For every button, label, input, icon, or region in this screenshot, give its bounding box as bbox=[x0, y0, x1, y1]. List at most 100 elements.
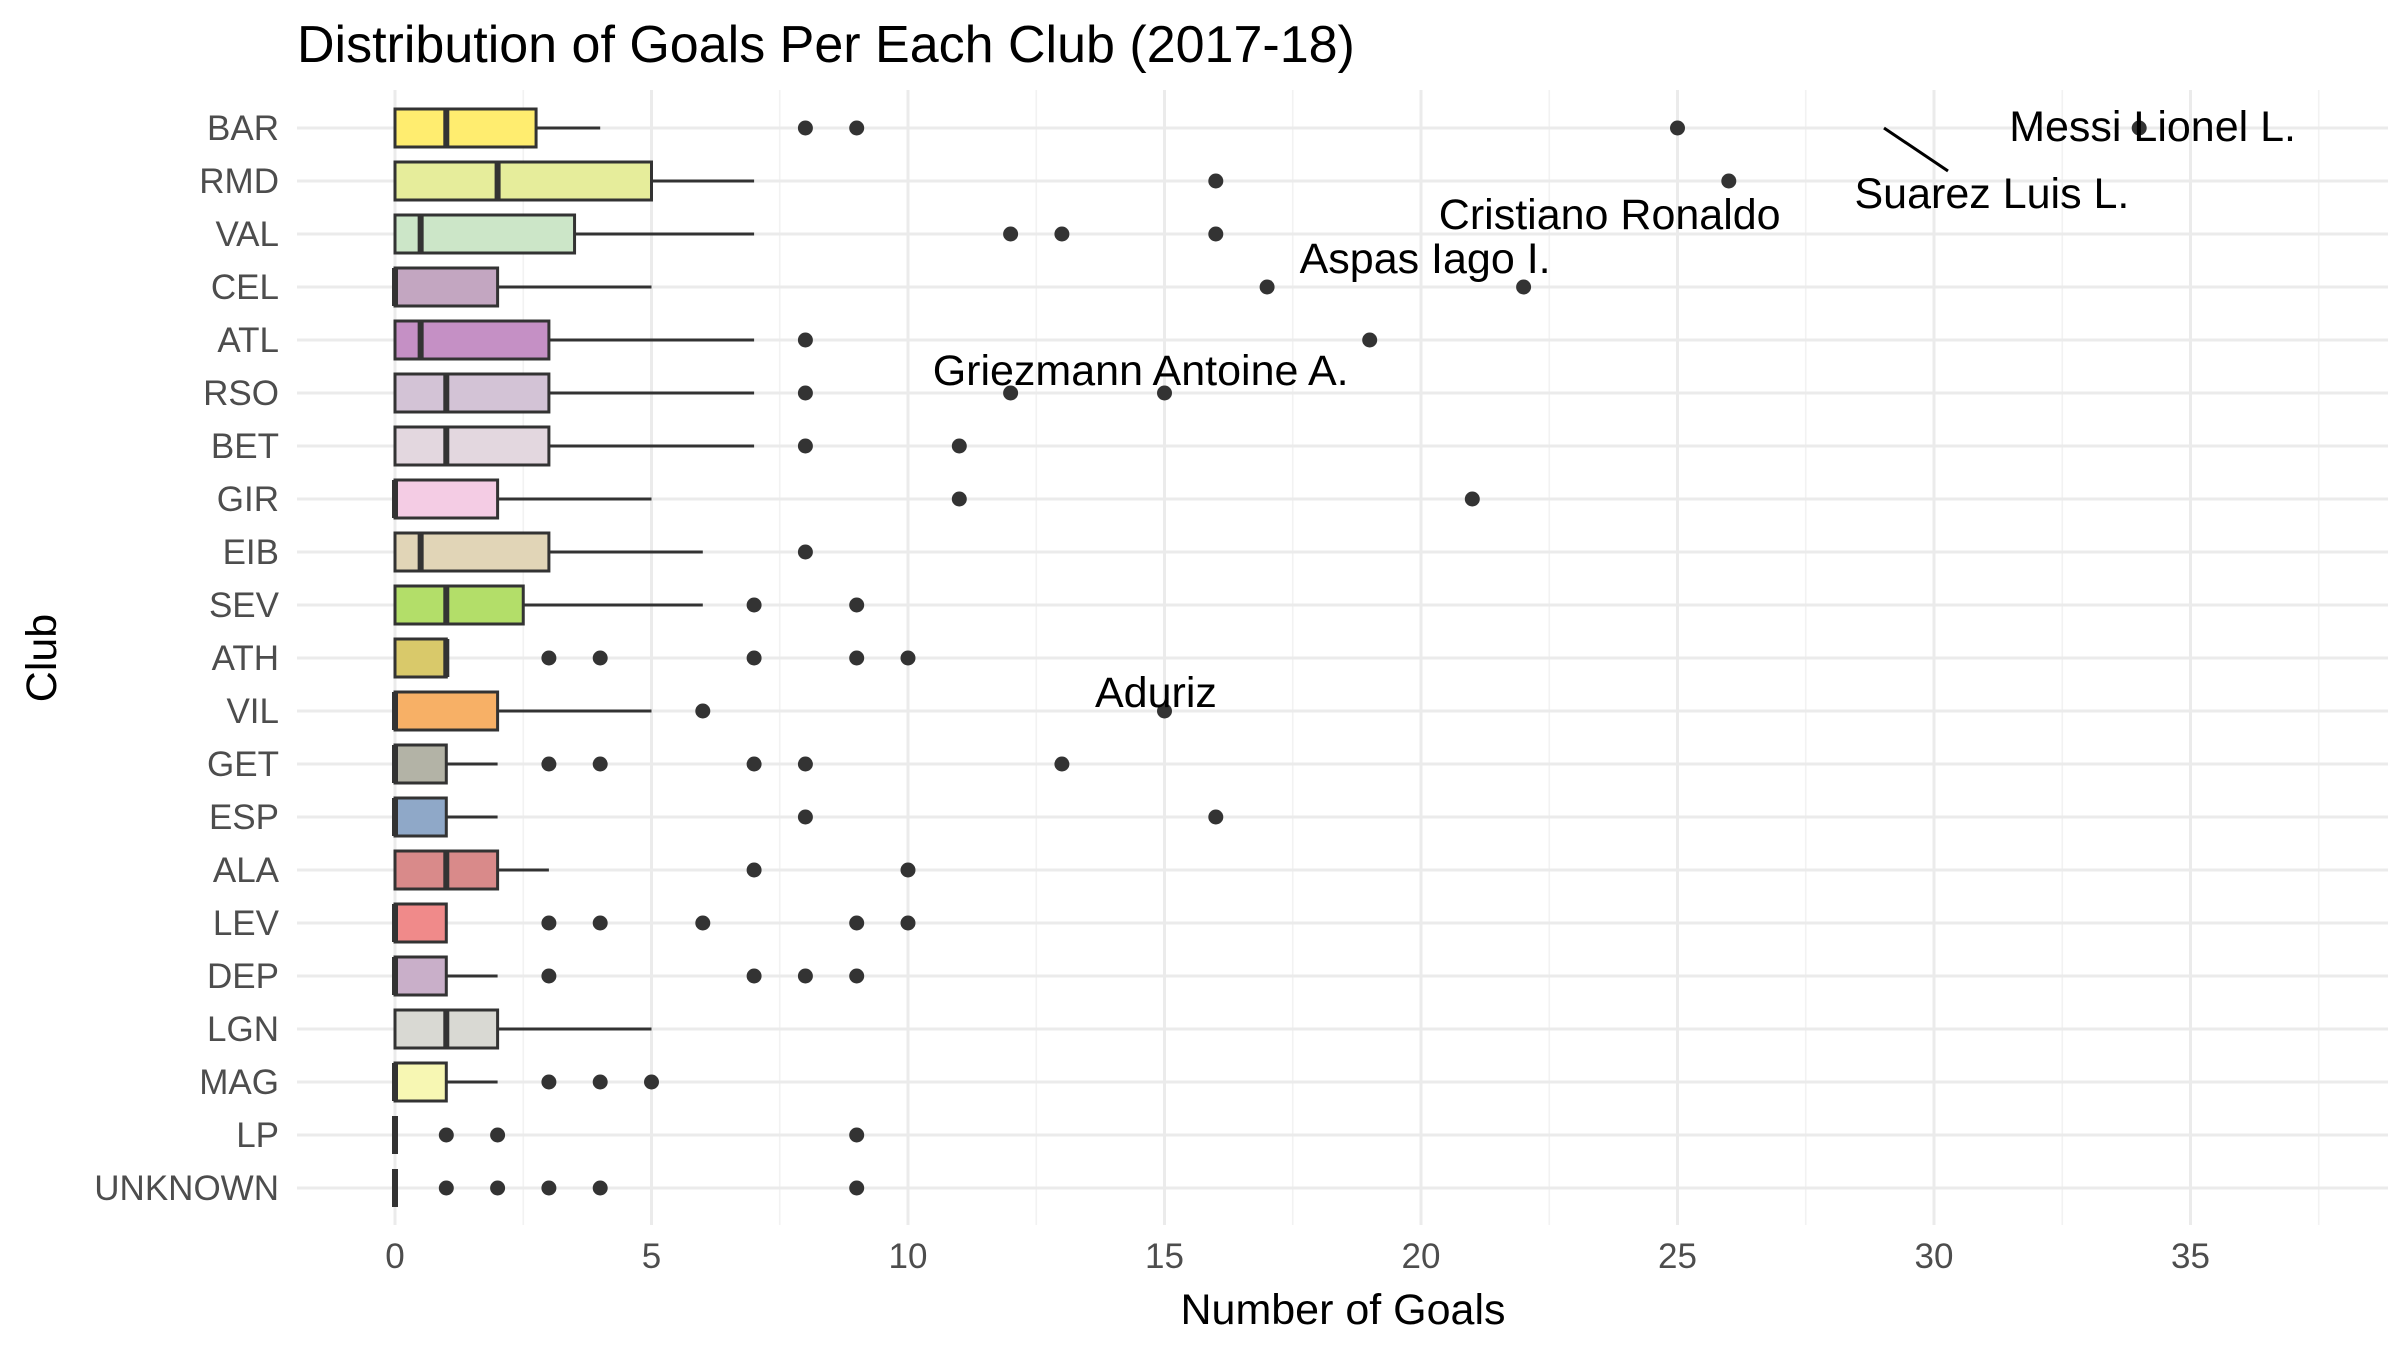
outlier-point bbox=[1670, 120, 1685, 136]
iqr-box bbox=[393, 372, 551, 414]
outlier-point bbox=[797, 756, 813, 772]
y-tick-label: CEL bbox=[211, 268, 279, 307]
y-tick-label: RMD bbox=[199, 162, 279, 201]
box-ala bbox=[393, 849, 916, 891]
y-tick-label: ALA bbox=[213, 851, 280, 890]
outlier-point bbox=[490, 1127, 506, 1143]
y-tick-label: ESP bbox=[209, 798, 279, 837]
x-tick-label: 35 bbox=[2171, 1237, 2210, 1276]
y-tick-label: DEP bbox=[207, 957, 279, 996]
outlier-point bbox=[644, 1074, 659, 1090]
x-tick-labels: 0 5 10 15 20 25 30 35 bbox=[385, 1237, 2210, 1276]
outlier-point bbox=[1464, 491, 1480, 507]
y-tick-label: GET bbox=[207, 745, 279, 784]
outlier-point bbox=[797, 120, 813, 136]
y-tick-label: LEV bbox=[213, 904, 280, 943]
y-tick-label: LP bbox=[236, 1116, 279, 1155]
iqr-box bbox=[393, 743, 448, 785]
outlier-point bbox=[1157, 703, 1172, 719]
box-cel bbox=[392, 266, 1532, 308]
outlier-point bbox=[490, 1180, 506, 1196]
box-mag bbox=[392, 1061, 659, 1103]
box-ath bbox=[393, 637, 916, 679]
box-get bbox=[392, 743, 1070, 785]
y-tick-label: EIB bbox=[223, 533, 279, 572]
box-bar bbox=[393, 107, 2147, 149]
outlier-point bbox=[849, 915, 865, 931]
outlier-point bbox=[592, 756, 608, 772]
iqr-box bbox=[393, 107, 538, 149]
outlier-point bbox=[797, 544, 813, 560]
outlier-point bbox=[541, 1180, 557, 1196]
outlier-point bbox=[900, 862, 916, 878]
y-tick-label: BET bbox=[211, 427, 279, 466]
iqr-box bbox=[393, 478, 500, 520]
iqr-box bbox=[393, 955, 448, 997]
outlier-point bbox=[797, 332, 813, 348]
outlier-point bbox=[849, 650, 865, 666]
x-tick-label: 20 bbox=[1402, 1237, 1441, 1276]
iqr-box bbox=[393, 425, 551, 467]
box-lp bbox=[392, 1116, 865, 1154]
x-tick-label: 10 bbox=[889, 1237, 928, 1276]
outlier-point bbox=[1003, 385, 1019, 401]
outlier-point bbox=[1208, 173, 1224, 189]
iqr-box bbox=[393, 1061, 448, 1103]
outlier-point bbox=[541, 915, 557, 931]
outlier-point bbox=[438, 1180, 454, 1196]
outlier-point bbox=[438, 1127, 454, 1143]
iqr-box bbox=[393, 637, 448, 679]
outlier-point bbox=[746, 862, 762, 878]
gridlines bbox=[297, 90, 2388, 1225]
y-tick-label: MAG bbox=[199, 1063, 279, 1102]
outlier-point bbox=[951, 491, 967, 507]
box-val bbox=[393, 213, 1224, 255]
outlier-point bbox=[849, 1180, 865, 1196]
outlier-point bbox=[746, 597, 762, 613]
x-tick-label: 5 bbox=[642, 1237, 661, 1276]
outlier-point bbox=[746, 650, 762, 666]
y-tick-label: RSO bbox=[203, 374, 279, 413]
box-rmd bbox=[393, 160, 1737, 202]
annotation-label: Messi Lionel L. bbox=[2009, 103, 2296, 151]
box-eib bbox=[393, 531, 813, 573]
outlier-point bbox=[695, 703, 711, 719]
y-axis-title: Club bbox=[18, 614, 66, 702]
outlier-point bbox=[1259, 279, 1275, 295]
outlier-point bbox=[1054, 756, 1070, 772]
annotation-label: Suarez Luis L. bbox=[1855, 170, 2130, 218]
outlier-point bbox=[797, 968, 813, 984]
iqr-box bbox=[393, 796, 448, 838]
outlier-point bbox=[2131, 120, 2147, 136]
outlier-point bbox=[951, 438, 967, 454]
outlier-point bbox=[1721, 173, 1737, 189]
iqr-box bbox=[393, 160, 653, 202]
outlier-point bbox=[541, 1074, 557, 1090]
outlier-point bbox=[592, 915, 608, 931]
x-axis-title: Number of Goals bbox=[1180, 1286, 1505, 1334]
outlier-point bbox=[592, 1180, 608, 1196]
box-dep bbox=[392, 955, 865, 997]
annotation-label: Aspas Iago I. bbox=[1300, 235, 1551, 283]
y-tick-label: SEV bbox=[209, 586, 280, 625]
annotation-connector bbox=[1883, 126, 1949, 173]
outlier-point bbox=[746, 756, 762, 772]
outlier-point bbox=[1003, 226, 1019, 242]
y-tick-label: VIL bbox=[226, 692, 279, 731]
x-tick-label: 25 bbox=[1658, 1237, 1697, 1276]
outlier-point bbox=[849, 1127, 865, 1143]
box-bet bbox=[393, 425, 967, 467]
annotation-label: Aduriz bbox=[1095, 669, 1217, 717]
annotation-label: Cristiano Ronaldo bbox=[1439, 191, 1781, 239]
outlier-point bbox=[541, 968, 557, 984]
chart-title: Distribution of Goals Per Each Club (201… bbox=[297, 16, 1355, 74]
outlier-point bbox=[849, 968, 865, 984]
outlier-point bbox=[900, 650, 916, 666]
outlier-point bbox=[592, 1074, 608, 1090]
outlier-point bbox=[849, 597, 865, 613]
outlier-point bbox=[797, 438, 813, 454]
box-unknown bbox=[392, 1169, 865, 1207]
outlier-point bbox=[1362, 332, 1378, 348]
outlier-point bbox=[1157, 385, 1172, 401]
